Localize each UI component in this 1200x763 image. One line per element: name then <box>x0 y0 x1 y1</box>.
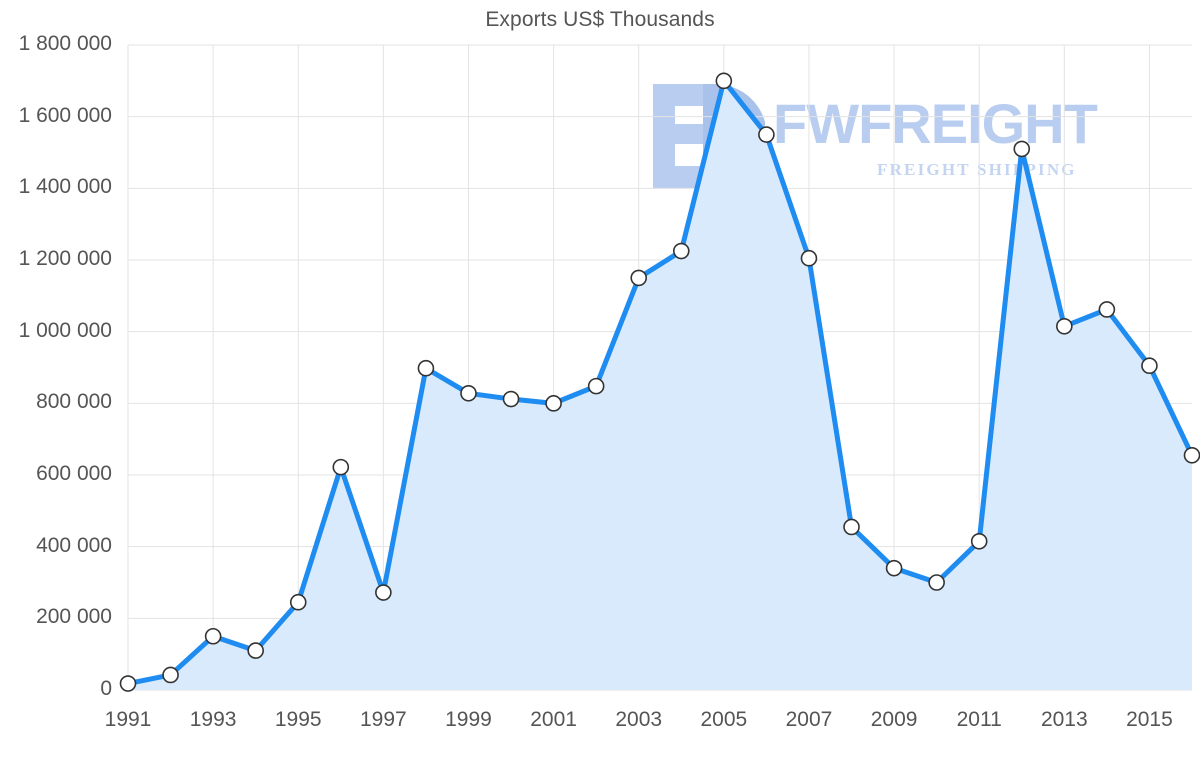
data-point-marker[interactable] <box>204 627 222 645</box>
data-point-marker[interactable] <box>1056 317 1073 335</box>
x-axis-tick-label: 2007 <box>785 708 833 731</box>
data-point-marker[interactable] <box>970 532 988 550</box>
data-point-marker[interactable] <box>460 384 477 402</box>
data-point-marker[interactable] <box>375 584 392 601</box>
x-axis-tick-label: 1991 <box>104 708 152 731</box>
data-point-marker[interactable] <box>1013 140 1031 158</box>
x-axis-tick-label: 2011 <box>956 708 1002 731</box>
data-point-marker[interactable] <box>417 359 435 377</box>
x-axis-tick-label: 2005 <box>700 708 748 731</box>
data-line <box>125 78 1195 687</box>
data-point-marker[interactable] <box>332 458 350 476</box>
x-axis-tick-label: 2015 <box>1126 708 1173 731</box>
data-point-marker[interactable] <box>247 642 264 659</box>
data-point-marker[interactable] <box>885 559 903 577</box>
data-point-marker[interactable] <box>715 72 733 90</box>
data-point-marker[interactable] <box>1098 301 1116 318</box>
x-axis-tick-label: 1995 <box>274 708 322 731</box>
data-point-marker[interactable] <box>587 377 605 395</box>
y-axis: 1 800 000 1 600 000 1 400 000 1 200 000 1 00… <box>0 0 124 763</box>
data-point-marker[interactable] <box>162 666 179 684</box>
data-point-marker[interactable] <box>672 242 690 260</box>
y-axis-tick-label: 200 000 <box>36 605 112 629</box>
data-point-marker[interactable] <box>502 390 520 408</box>
y-axis-tick-label: 0 <box>100 677 112 700</box>
data-point-marker[interactable] <box>758 126 775 143</box>
data-point-marker[interactable] <box>119 675 137 692</box>
y-axis-tick-label: 1 400 000 <box>18 175 112 199</box>
data-point-marker[interactable] <box>289 593 307 611</box>
x-axis-tick-label: 1993 <box>189 708 237 731</box>
x-axis-tick-label: 2009 <box>870 708 918 731</box>
data-point-marker[interactable] <box>630 269 648 287</box>
y-axis-tick-label: 1 600 000 <box>18 103 112 127</box>
data-point-marker[interactable] <box>545 395 562 412</box>
data-point-marker[interactable] <box>928 574 945 591</box>
data-markers <box>119 72 1200 692</box>
x-axis-tick-label: 1997 <box>360 708 407 731</box>
x-axis-tick-label: 1999 <box>445 708 492 731</box>
chart-title: Exports US$ Thousands <box>485 8 715 31</box>
data-point-marker[interactable] <box>843 518 860 536</box>
y-axis-tick-label: 800 000 <box>36 390 112 414</box>
data-point-marker[interactable] <box>800 249 818 267</box>
y-axis-tick-label: 1 200 000 <box>18 247 112 270</box>
x-axis-tick-label: 2003 <box>615 708 663 731</box>
data-point-marker[interactable] <box>1141 357 1158 375</box>
y-axis-tick-label: 400 000 <box>36 533 112 557</box>
x-axis-tick-label: 2001 <box>530 708 577 731</box>
y-axis-tick-label: 600 000 <box>36 462 112 485</box>
y-axis-tick-label: 1 000 000 <box>18 318 112 342</box>
y-axis-tick-label: 1 800 000 <box>18 32 112 55</box>
x-axis-tick-label: 2013 <box>1040 708 1088 731</box>
